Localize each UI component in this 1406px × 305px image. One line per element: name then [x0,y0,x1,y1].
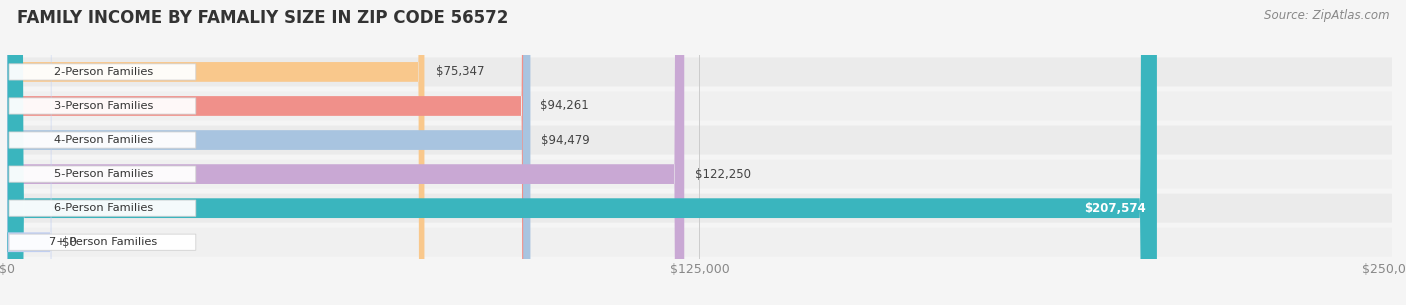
Text: $75,347: $75,347 [436,66,484,78]
FancyBboxPatch shape [7,57,1392,86]
Text: 2-Person Families: 2-Person Families [53,67,153,77]
Text: FAMILY INCOME BY FAMALIY SIZE IN ZIP CODE 56572: FAMILY INCOME BY FAMALIY SIZE IN ZIP COD… [17,9,508,27]
Text: $94,479: $94,479 [541,134,591,146]
FancyBboxPatch shape [7,0,1157,305]
Text: $94,261: $94,261 [540,99,589,113]
Text: $207,574: $207,574 [1084,202,1146,215]
FancyBboxPatch shape [7,160,1392,188]
FancyBboxPatch shape [8,98,195,114]
FancyBboxPatch shape [8,132,195,148]
Text: 6-Person Families: 6-Person Families [53,203,153,213]
Text: 4-Person Families: 4-Person Families [53,135,153,145]
FancyBboxPatch shape [7,126,1392,155]
Text: $0: $0 [62,236,77,249]
Text: 7+ Person Families: 7+ Person Families [49,237,157,247]
Text: 5-Person Families: 5-Person Families [53,169,153,179]
Text: Source: ZipAtlas.com: Source: ZipAtlas.com [1264,9,1389,22]
FancyBboxPatch shape [7,0,52,305]
FancyBboxPatch shape [7,0,685,305]
Text: 3-Person Families: 3-Person Families [53,101,153,111]
FancyBboxPatch shape [7,0,530,305]
FancyBboxPatch shape [8,234,195,250]
FancyBboxPatch shape [7,92,1392,120]
Text: $122,250: $122,250 [696,168,751,181]
FancyBboxPatch shape [8,166,195,182]
FancyBboxPatch shape [7,194,1392,223]
FancyBboxPatch shape [7,228,1392,257]
FancyBboxPatch shape [8,200,195,216]
FancyBboxPatch shape [8,64,195,80]
FancyBboxPatch shape [7,0,529,305]
FancyBboxPatch shape [7,0,425,305]
